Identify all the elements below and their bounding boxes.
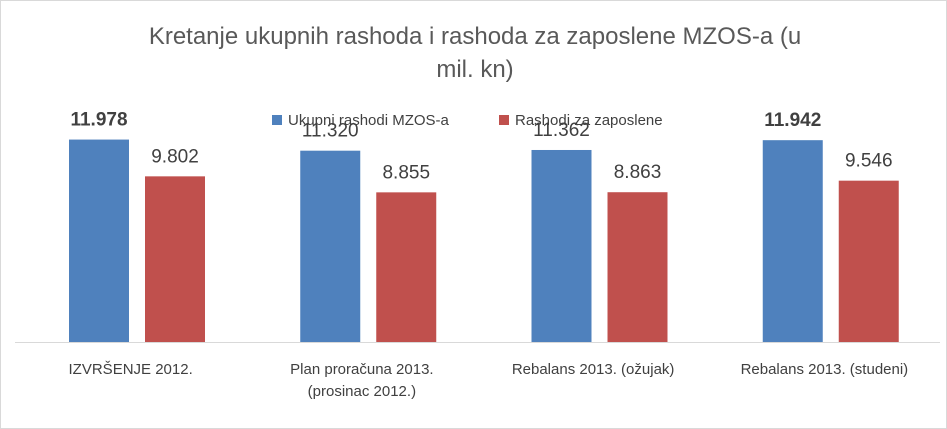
data-label-ukupni-rashodi-1: 11.320 [302, 121, 359, 142]
legend-swatch-rashodi-za-zaposlene [499, 115, 509, 125]
data-label-rashodi-za-zaposlene-2: 8.863 [614, 162, 662, 183]
chart-title-line-2: mil. kn) [436, 56, 514, 83]
data-label-ukupni-rashodi-3: 11.942 [764, 110, 821, 131]
category-label-3-line-0: Rebalans 2013. (studeni) [741, 361, 909, 378]
chart-title: Kretanje ukupnih rashoda i rashoda za za… [100, 20, 850, 86]
data-label-ukupni-rashodi-2: 11.362 [533, 120, 590, 141]
category-label-1-line-1: (prosinac 2012.) [308, 383, 416, 400]
data-label-ukupni-rashodi-0: 11.978 [70, 110, 127, 131]
bar-ukupni-rashodi-1 [300, 150, 361, 342]
bar-ukupni-rashodi-2 [531, 149, 592, 342]
legend-label-rashodi-za-zaposlene: Rashodi za zaposlene [515, 112, 663, 129]
legend-item-rashodi-za-zaposlene: Rashodi za zaposlene [499, 112, 663, 129]
legend-item-ukupni-rashodi: Ukupni rashodi MZOS-a [272, 112, 449, 129]
data-label-rashodi-za-zaposlene-1: 8.855 [382, 162, 430, 183]
bar-rashodi-za-zaposlene-3 [838, 180, 899, 342]
chart-title-line-1: Kretanje ukupnih rashoda i rashoda za za… [148, 23, 802, 50]
bar-ukupni-rashodi-0 [69, 139, 129, 342]
category-label-2-line-0: Rebalans 2013. (ožujak) [512, 361, 675, 378]
data-label-rashodi-za-zaposlene-0: 9.802 [151, 146, 199, 167]
data-label-rashodi-za-zaposlene-3: 9.546 [845, 151, 893, 172]
bar-ukupni-rashodi-3 [762, 140, 823, 342]
bar-rashodi-za-zaposlene-2 [607, 192, 668, 342]
bar-rashodi-za-zaposlene-0 [145, 176, 205, 342]
category-label-1-line-0: Plan proračuna 2013. [290, 361, 433, 378]
bar-rashodi-za-zaposlene-1 [376, 192, 437, 342]
category-label-0-line-0: IZVRŠENJE 2012. [69, 361, 193, 378]
legend-label-ukupni-rashodi: Ukupni rashodi MZOS-a [288, 112, 449, 129]
legend-swatch-ukupni-rashodi [272, 115, 282, 125]
